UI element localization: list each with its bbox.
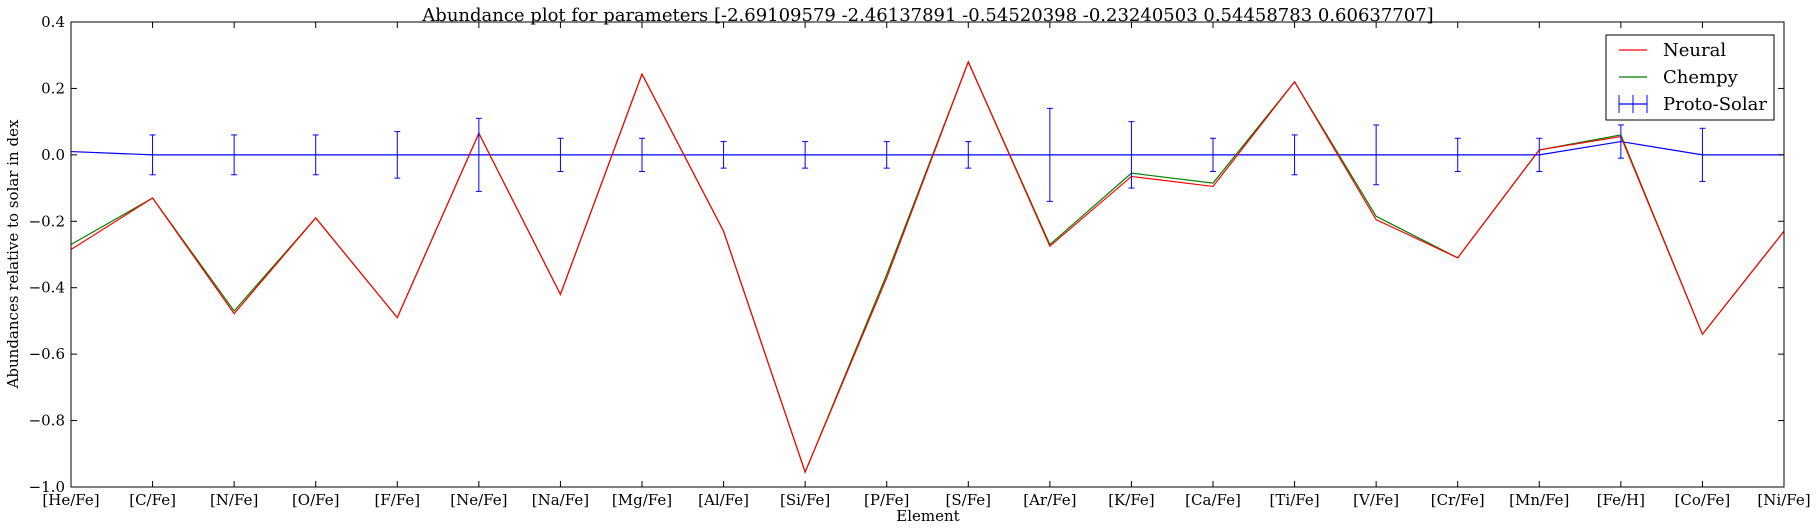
legend-label: Neural xyxy=(1663,40,1726,61)
x-tick-label: [Na/Fe] xyxy=(532,491,589,509)
y-tick-label: 0.0 xyxy=(41,146,65,164)
x-tick-label: [S/Fe] xyxy=(946,491,992,509)
y-tick-label: −0.6 xyxy=(29,345,65,363)
x-tick-label: [Cr/Fe] xyxy=(1431,491,1485,509)
x-tick-label: [V/Fe] xyxy=(1353,491,1399,509)
x-tick-label: [Ne/Fe] xyxy=(450,491,507,509)
y-tick-label: −0.8 xyxy=(29,412,65,430)
x-tick-label: [Co/Fe] xyxy=(1675,491,1731,509)
x-tick-label: [He/Fe] xyxy=(42,491,99,509)
x-tick-label: [Fe/H] xyxy=(1597,491,1645,509)
x-tick-label: [Ar/Fe] xyxy=(1023,491,1076,509)
x-tick-label: [K/Fe] xyxy=(1108,491,1154,509)
x-tick-label: [Mg/Fe] xyxy=(612,491,672,509)
y-tick-label: 0.4 xyxy=(41,13,65,31)
x-axis-label: Element xyxy=(896,507,959,525)
series-line-proto-solar xyxy=(70,140,1784,156)
x-tick-label: [Ni/Fe] xyxy=(1757,491,1810,509)
x-tick-label: [Mn/Fe] xyxy=(1509,491,1569,509)
y-axis-label: Abundances relative to solar in dex xyxy=(4,119,22,389)
plot-series xyxy=(70,60,1785,474)
x-tick-label: [F/Fe] xyxy=(374,491,420,509)
y-axis: −1.0 −0.8 −0.6 −0.4 −0.2 0.0 0.2 0.4 xyxy=(29,13,1784,496)
x-tick-label: [P/Fe] xyxy=(864,491,909,509)
x-tick-label: [Ca/Fe] xyxy=(1185,491,1241,509)
legend: Neural Chempy Proto-Solar xyxy=(1605,34,1775,121)
plot-frame xyxy=(70,21,1785,488)
y-tick-label: −1.0 xyxy=(29,478,65,496)
legend-label: Chempy xyxy=(1663,67,1739,88)
y-tick-label: 0.2 xyxy=(41,79,65,97)
legend-label: Proto-Solar xyxy=(1663,94,1767,115)
x-axis: [He/Fe] [C/Fe] [N/Fe] [O/Fe] [F/Fe] [Ne/Fe] [N… xyxy=(42,22,1811,509)
series-line-chempy xyxy=(70,60,1785,474)
series-line-neural xyxy=(70,60,1785,474)
error-bars xyxy=(149,107,1706,202)
x-tick-label: [Si/Fe] xyxy=(780,491,830,509)
x-tick-label: [O/Fe] xyxy=(292,491,340,509)
y-tick-label: −0.2 xyxy=(29,212,65,230)
x-tick-label: [Ti/Fe] xyxy=(1270,491,1320,509)
x-tick-label: [Al/Fe] xyxy=(698,491,749,509)
y-tick-label: −0.4 xyxy=(29,279,65,297)
x-tick-label: [C/Fe] xyxy=(129,491,176,509)
x-tick-label: [N/Fe] xyxy=(210,491,258,509)
chart-title: Abundance plot for parameters [-2.691095… xyxy=(421,5,1433,26)
